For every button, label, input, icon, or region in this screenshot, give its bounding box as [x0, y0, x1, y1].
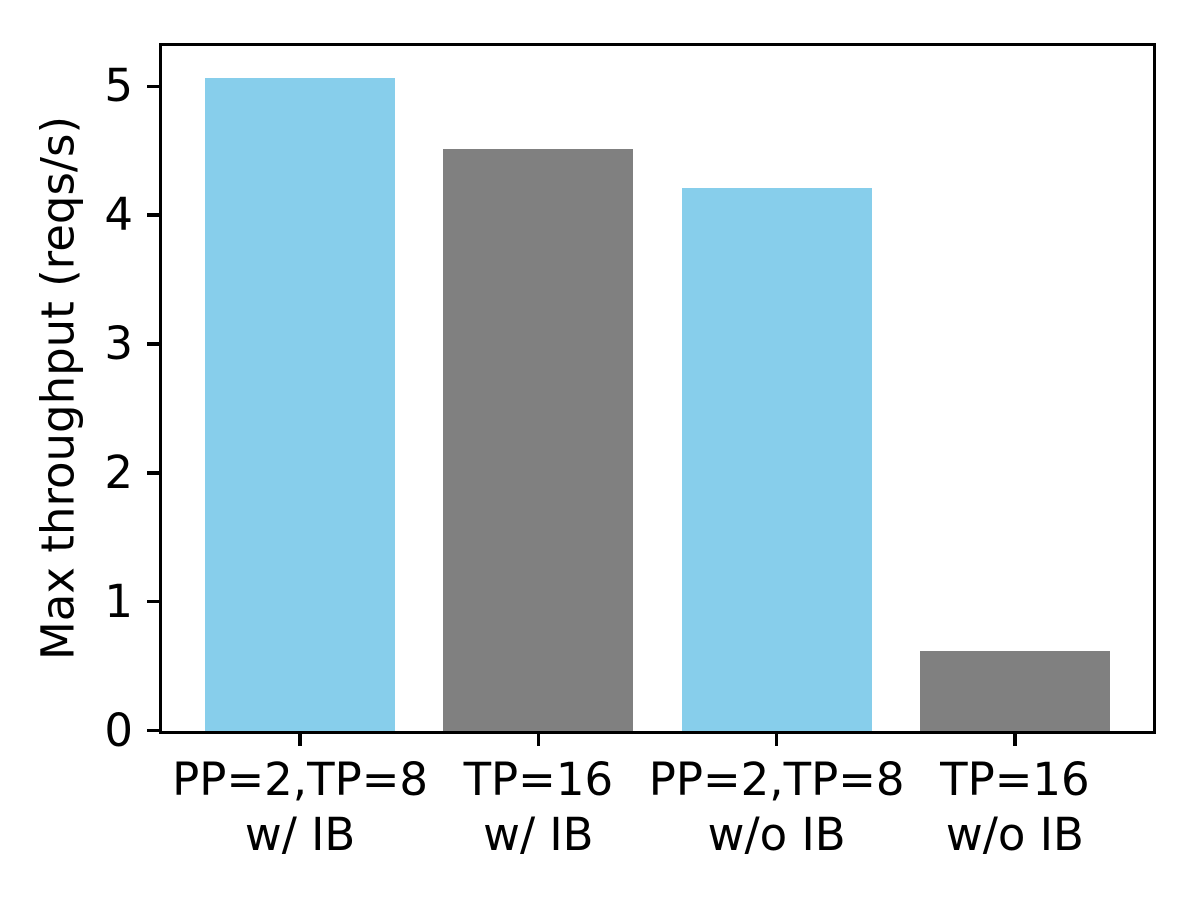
x-tick-mark-2: [774, 734, 779, 746]
y-tick-label-4: 4: [104, 188, 133, 242]
y-tick-mark-4: [147, 213, 159, 217]
x-tick-label-2: PP=2,TP=8 w/o IB: [648, 753, 905, 861]
x-tick-mark-0: [298, 734, 302, 746]
y-tick-mark-1: [147, 599, 159, 604]
bar-3: [920, 651, 1111, 731]
bar-2: [681, 187, 872, 731]
x-tick-label-1: TP=16 w/ IB: [463, 753, 614, 861]
plot-area: [159, 43, 1156, 734]
y-tick-label-3: 3: [104, 317, 133, 371]
y-tick-mark-2: [147, 471, 159, 475]
y-tick-mark-5: [147, 84, 159, 89]
y-tick-mark-3: [147, 342, 159, 346]
bar-1: [443, 149, 634, 731]
x-tick-label-3: TP=16 w/o IB: [940, 753, 1090, 861]
y-tick-mark-0: [147, 728, 159, 733]
x-tick-mark-1: [536, 734, 541, 746]
y-tick-label-0: 0: [104, 703, 133, 757]
y-tick-label-2: 2: [104, 445, 133, 499]
x-tick-label-0: PP=2,TP=8 w/ IB: [172, 753, 429, 861]
bar-0: [204, 78, 395, 731]
y-tick-label-5: 5: [104, 59, 133, 113]
x-tick-mark-3: [1013, 734, 1017, 746]
y-tick-label-1: 1: [104, 574, 133, 628]
